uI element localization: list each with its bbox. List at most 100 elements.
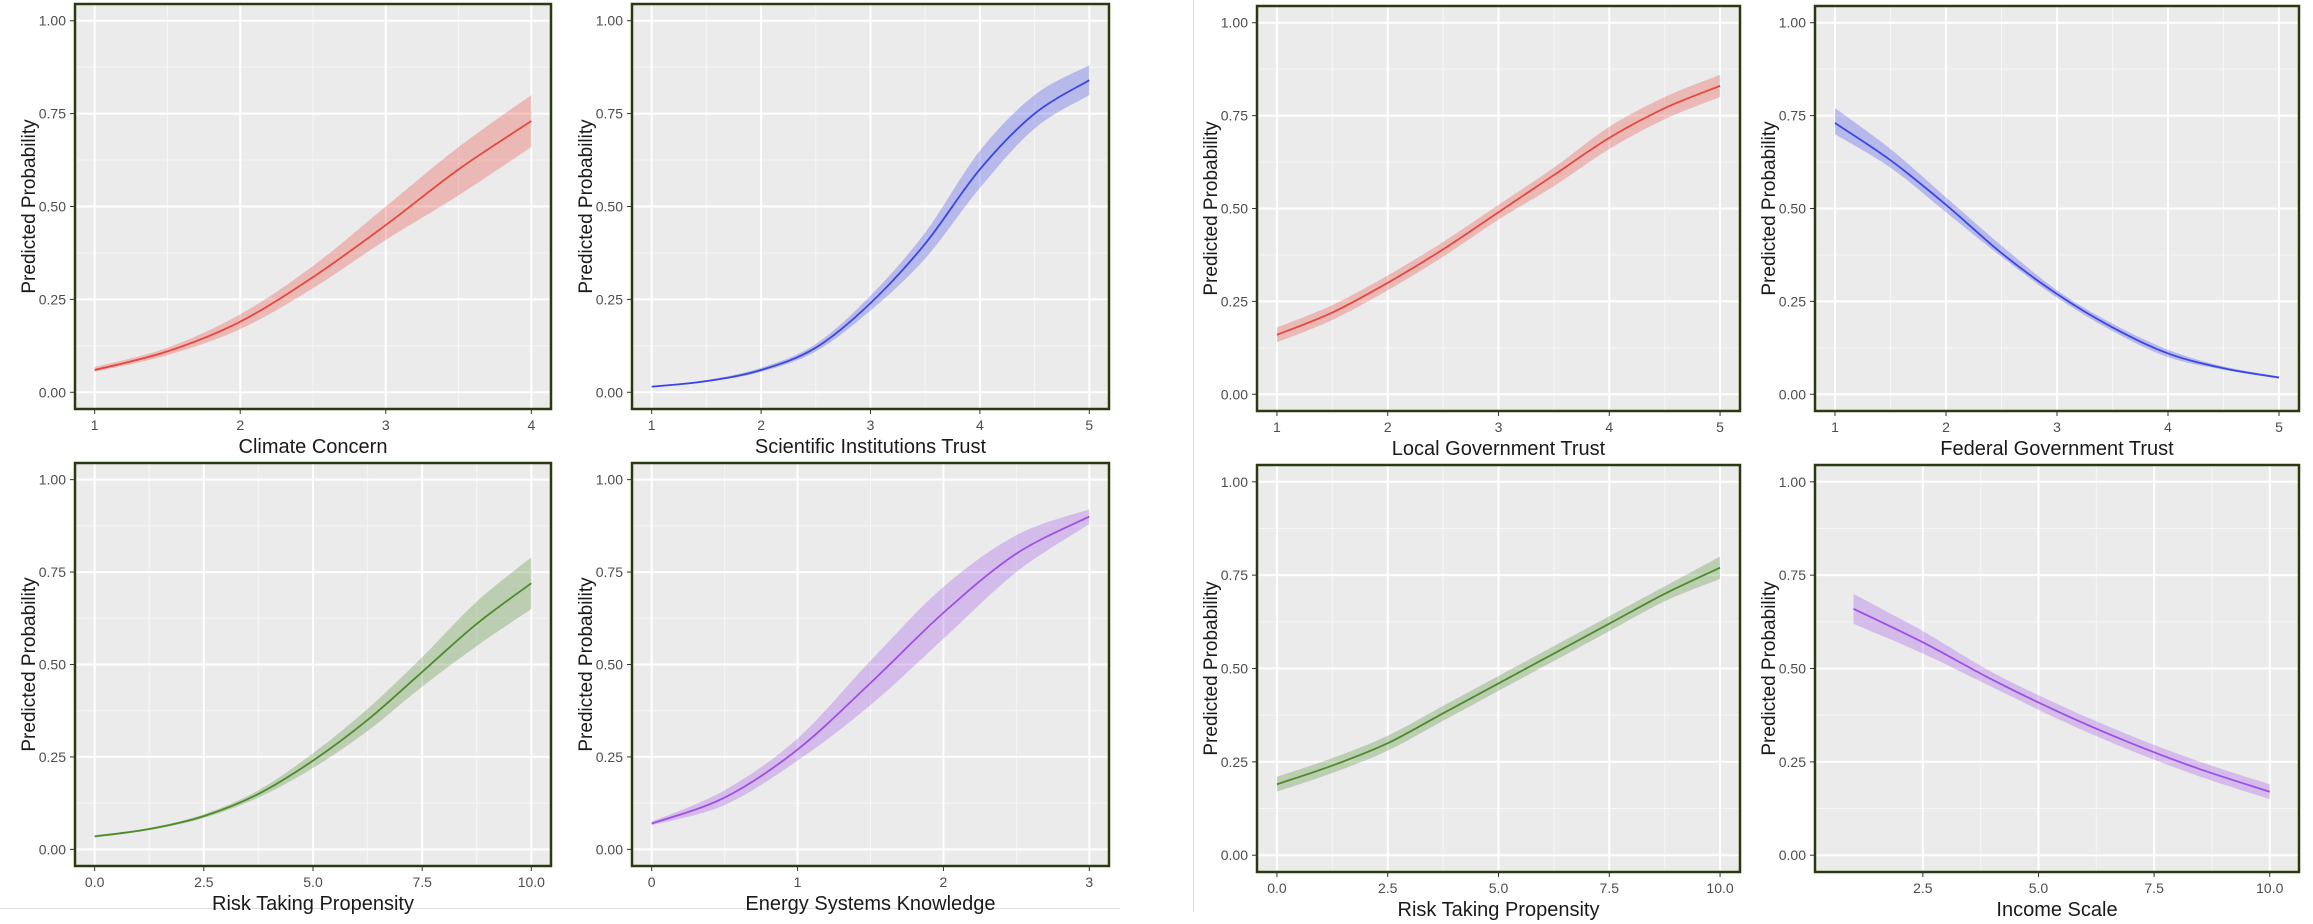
x-tick-label: 2.5	[1378, 880, 1398, 896]
x-tick-label: 5	[1085, 417, 1093, 433]
y-tick-label: 1.00	[39, 472, 66, 488]
x-tick-label: 7.5	[412, 874, 432, 890]
y-tick-label: 0.50	[1221, 201, 1248, 217]
chart-svg: 0.00 0.25 0.50 0.75 1.00 1 2 3 4 5 Local Governmen…	[1201, 4, 1742, 460]
x-tick-label: 1	[91, 417, 99, 433]
group-divider-bottom	[0, 908, 1120, 909]
y-axis-label: Predicted Probability	[1201, 581, 1222, 756]
y-tick-label: 0.25	[1221, 293, 1248, 309]
chart-panel-4: 0.00 0.25 0.50 0.75 1.00 1 2 3 4 5 Federal Governm…	[1745, 4, 2303, 463]
x-tick-label: 3	[867, 417, 875, 433]
y-tick-label: 1.00	[39, 13, 66, 29]
chart-svg: 0.00 0.25 0.50 0.75 1.00 0 1 2 3 Energy Systems K…	[576, 461, 1111, 915]
y-tick-label: 0.25	[39, 749, 66, 765]
y-tick-label: 0.75	[596, 564, 623, 580]
y-tick-label: 0.00	[596, 384, 623, 400]
y-tick-label: 0.75	[1779, 567, 1806, 583]
x-tick-label: 4	[2164, 419, 2172, 435]
chart-panel-2: 0.00 0.25 0.50 0.75 1.00 1 2 3 4 5 Scientific Inst…	[562, 2, 1113, 461]
x-tick-label: 4	[527, 417, 535, 433]
x-tick-label: 1	[1273, 419, 1281, 435]
y-tick-label: 0.50	[1221, 661, 1248, 677]
x-tick-label: 10.0	[518, 874, 545, 890]
series-line	[651, 515, 1090, 825]
x-axis-label: Energy Systems Knowledge	[745, 893, 995, 915]
y-axis-label: Predicted Probability	[1201, 121, 1222, 296]
y-axis-label: Predicted Probability	[1759, 581, 1780, 756]
x-tick-label: 1	[794, 874, 802, 890]
y-axis-label: Predicted Probability	[19, 119, 40, 294]
x-tick-label: 1	[648, 417, 656, 433]
x-tick-label: 3	[2053, 419, 2061, 435]
x-tick-label: 7.5	[2144, 880, 2164, 896]
series-line	[1853, 607, 2271, 793]
y-tick-label: 0.75	[1221, 108, 1248, 124]
x-axis-label: Scientific Institutions Trust	[755, 436, 987, 458]
chart-panel-8: 0.00 0.25 0.50 0.75 1.00 2.5 5.0 7.5 10.0 Income …	[1745, 463, 2303, 924]
confidence-band	[1276, 74, 1721, 343]
x-tick-label: 3	[382, 417, 390, 433]
y-tick-label: 0.50	[596, 657, 623, 673]
chart-panel-6: 0.00 0.25 0.50 0.75 1.00 0 1 2 3 Energy Systems K…	[562, 461, 1113, 918]
x-tick-label: 0	[648, 874, 656, 890]
y-tick-label: 1.00	[596, 472, 623, 488]
series-line	[651, 79, 1090, 388]
x-axis-label: Income Scale	[1996, 899, 2117, 921]
x-tick-label: 2	[940, 874, 948, 890]
chart-panel-3: 0.00 0.25 0.50 0.75 1.00 1 2 3 4 5 Local Governmen…	[1187, 4, 1744, 463]
x-axis-label: Risk Taking Propensity	[1398, 899, 1600, 921]
y-tick-label: 0.00	[596, 841, 623, 857]
series-line	[94, 120, 532, 371]
y-axis-label: Predicted Probability	[19, 577, 40, 752]
series-line	[94, 582, 532, 838]
x-tick-label: 0.0	[85, 874, 105, 890]
x-tick-label: 4	[1605, 419, 1613, 435]
y-tick-label: 0.25	[596, 749, 623, 765]
y-tick-label: 0.25	[596, 291, 623, 307]
x-tick-label: 3	[1085, 874, 1093, 890]
y-tick-label: 0.50	[596, 199, 623, 215]
y-axis-label: Predicted Probability	[1759, 121, 1780, 296]
x-tick-label: 4	[976, 417, 984, 433]
y-tick-label: 0.25	[1221, 754, 1248, 770]
y-tick-label: 0.00	[1221, 847, 1248, 863]
y-tick-label: 0.75	[1221, 567, 1248, 583]
x-tick-label: 5.0	[2029, 880, 2049, 896]
x-tick-label: 3	[1495, 419, 1503, 435]
x-tick-label: 10.0	[1706, 880, 1733, 896]
x-axis-label: Climate Concern	[239, 436, 388, 458]
y-tick-label: 0.75	[39, 564, 66, 580]
y-tick-label: 1.00	[1779, 15, 1806, 31]
confidence-band	[651, 65, 1090, 388]
confidence-band	[1276, 556, 1721, 792]
chart-svg: 0.00 0.25 0.50 0.75 1.00 1 2 3 4 5 Scientific Inst…	[576, 2, 1111, 458]
x-tick-label: 5	[1716, 419, 1724, 435]
chart-panel-7: 0.00 0.25 0.50 0.75 1.00 0.0 2.5 5.0 7.5 10.0 Risk…	[1187, 463, 1744, 924]
x-tick-label: 2.5	[1913, 880, 1933, 896]
y-tick-label: 1.00	[1221, 15, 1248, 31]
y-tick-label: 0.75	[39, 106, 66, 122]
y-tick-label: 0.00	[39, 384, 66, 400]
chart-svg: 0.00 0.25 0.50 0.75 1.00 1 2 3 4 Climate Concern P…	[19, 2, 553, 458]
y-tick-label: 0.75	[596, 106, 623, 122]
x-tick-label: 5.0	[1489, 880, 1509, 896]
group-divider-vertical	[1193, 0, 1194, 912]
x-tick-label: 1	[1831, 419, 1839, 435]
series-line	[1276, 85, 1721, 336]
series-line	[1834, 122, 2280, 379]
x-tick-label: 2	[236, 417, 244, 433]
y-tick-label: 0.50	[1779, 201, 1806, 217]
y-tick-label: 0.00	[1779, 386, 1806, 402]
x-tick-label: 0.0	[1267, 880, 1287, 896]
y-tick-label: 1.00	[1779, 474, 1806, 490]
chart-svg: 0.00 0.25 0.50 0.75 1.00 1 2 3 4 5 Federal Governm…	[1759, 4, 2301, 460]
x-tick-label: 7.5	[1600, 880, 1620, 896]
series-line	[1276, 566, 1721, 786]
x-axis-label: Risk Taking Propensity	[212, 893, 414, 915]
y-tick-label: 0.50	[39, 657, 66, 673]
x-tick-label: 2	[1384, 419, 1392, 435]
chart-panel-1: 0.00 0.25 0.50 0.75 1.00 1 2 3 4 Climate Concern P…	[5, 2, 555, 461]
y-tick-label: 0.75	[1779, 108, 1806, 124]
chart-svg: 0.00 0.25 0.50 0.75 1.00 0.0 2.5 5.0 7.5 10.0 Risk…	[19, 461, 553, 915]
y-tick-label: 1.00	[1221, 474, 1248, 490]
